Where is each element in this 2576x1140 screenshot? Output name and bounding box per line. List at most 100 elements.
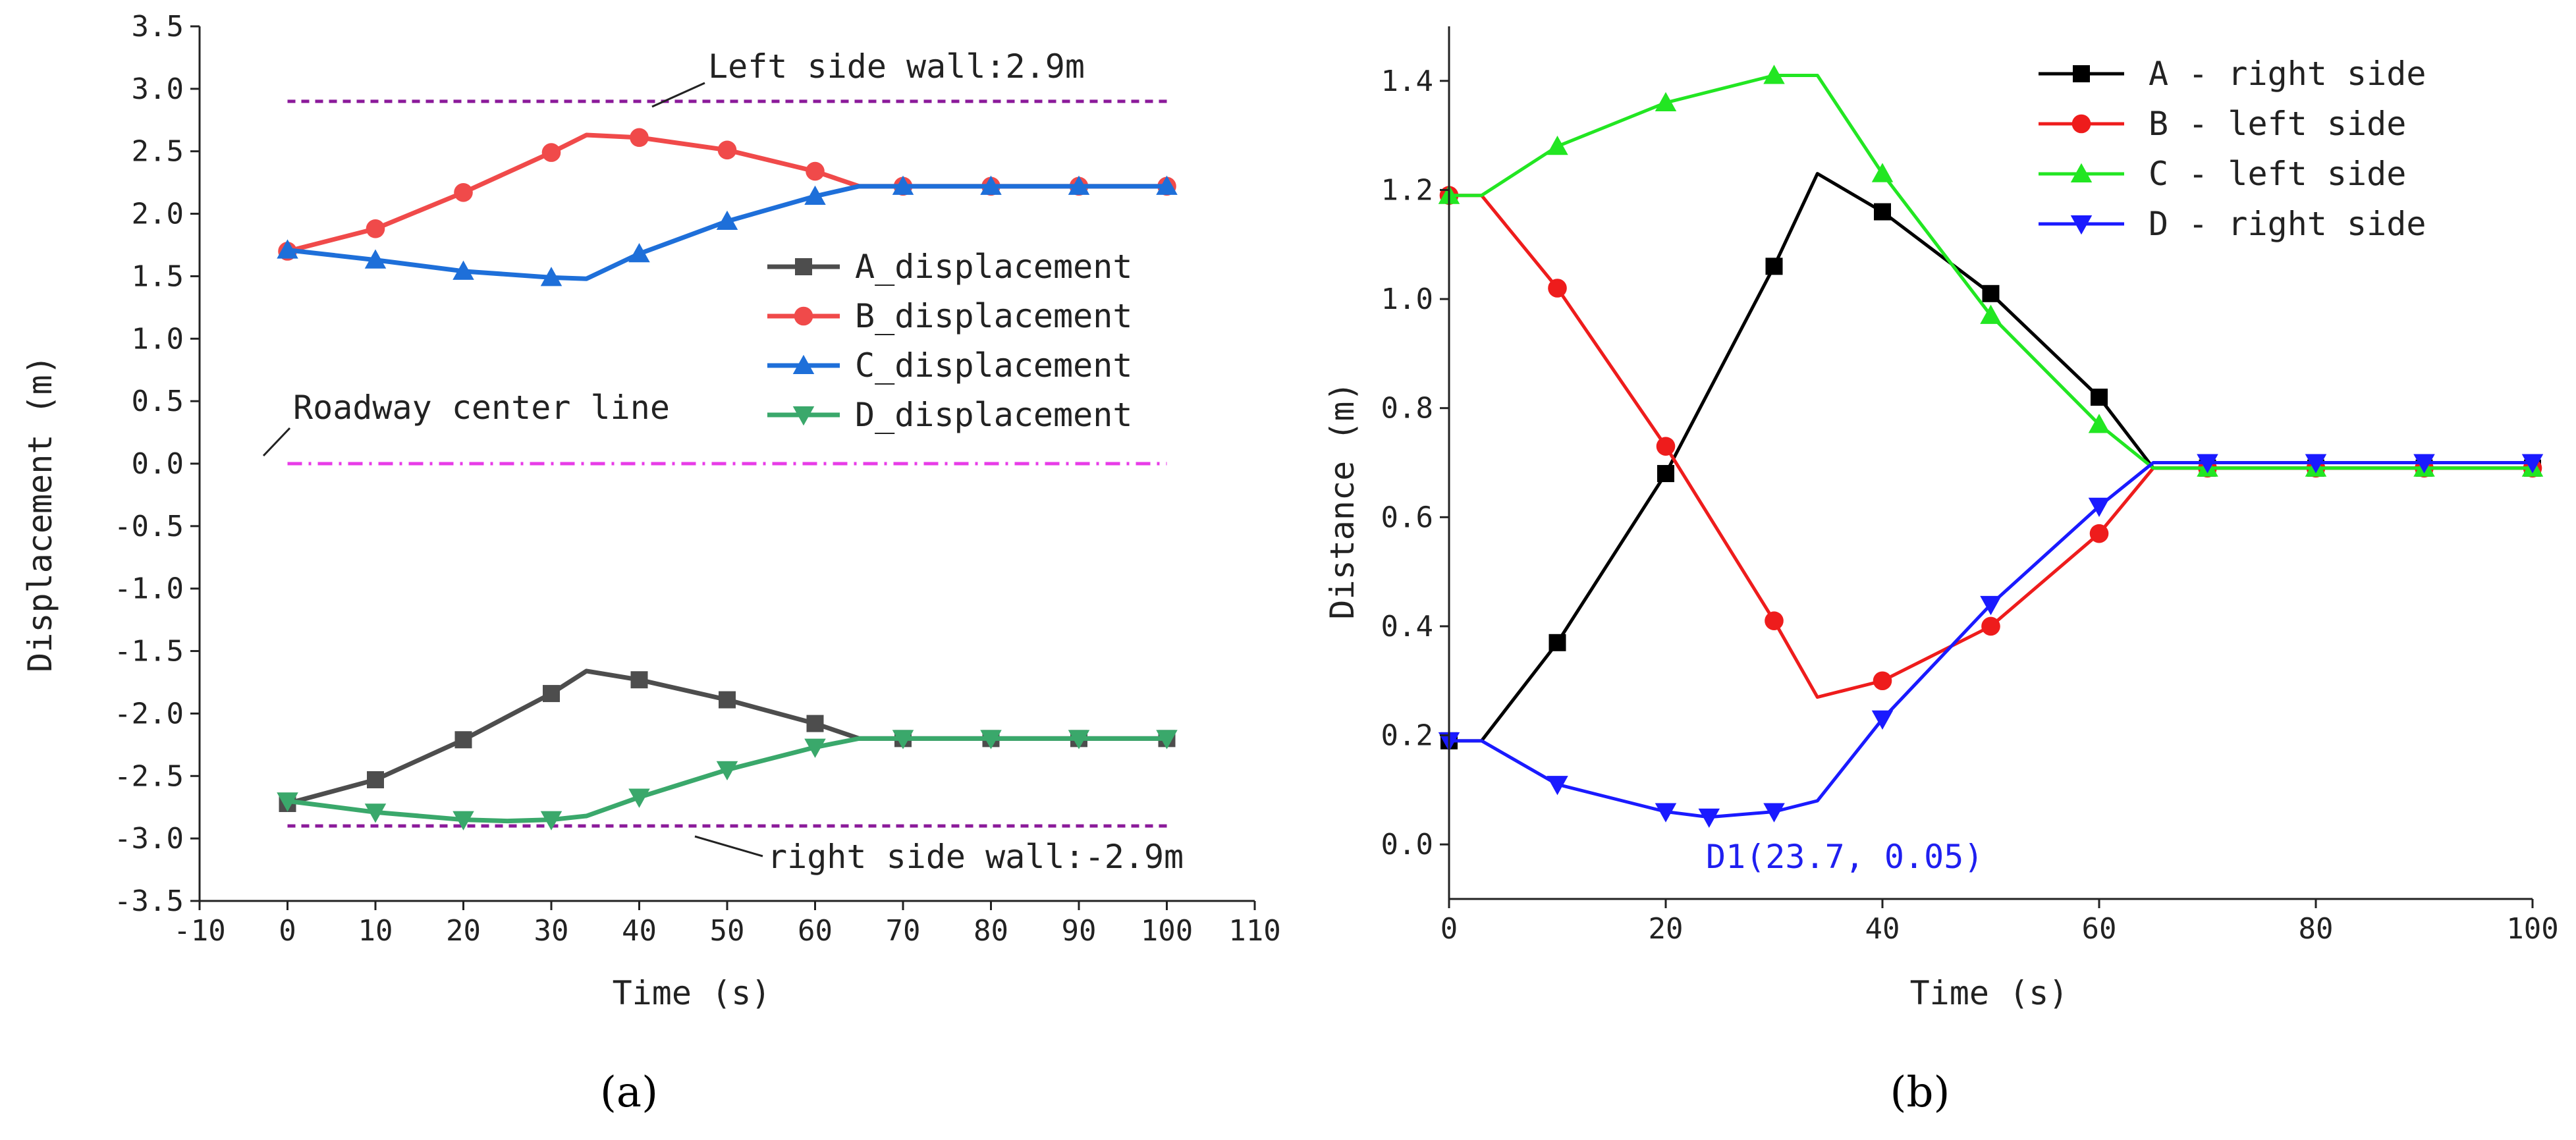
right-wall-pointer [694,835,763,857]
legend-label-a: A_displacement [855,248,1132,286]
data-point-b [2197,454,2218,474]
y-tick-label-b: 0.0 [1381,828,1433,861]
y-tick-label-a: -1.0 [114,572,184,606]
x-tick-label-a: 50 [710,914,745,948]
data-point-b [2089,524,2109,543]
y-tick-label-a: 2.0 [132,198,184,231]
data-point-a [364,249,387,269]
x-tick-label-b: 80 [2299,912,2334,946]
legend-label-b: D - right side [2149,205,2426,243]
data-point-a [541,143,561,162]
x-tick-label-b: 40 [1865,912,1900,946]
legend-marker-b [2070,215,2093,235]
x-tick-label-a: 110 [1228,914,1280,948]
data-point-a [1156,730,1178,749]
y-axis-title-b: Distance (m) [1323,381,1361,619]
data-point-b [1871,710,1894,730]
x-tick-label-a: 90 [1062,914,1097,948]
y-tick-label-a: -2.5 [114,759,184,793]
data-point-b [1980,304,2002,324]
data-point-a [1068,175,1090,195]
x-tick-label-a: 10 [358,914,393,948]
data-point-b [1873,671,1892,691]
x-tick-label-a: 80 [973,914,1008,948]
y-tick-label-a: 2.5 [132,135,184,169]
y-tick-label-a: 1.5 [132,259,184,293]
data-point-a [892,175,914,195]
legend-label-b: B - left side [2149,105,2406,143]
x-tick-label-b: 100 [2506,912,2558,946]
data-point-b [1698,808,1720,828]
data-point-a [804,738,826,758]
data-point-b [1656,437,1676,456]
center-line-pointer [262,427,291,457]
legend-label-a: C_displacement [855,346,1132,385]
data-point-a [277,792,298,812]
y-tick-label-b: 1.4 [1381,65,1433,98]
data-point-b [2305,454,2327,474]
y-tick-label-b: 1.0 [1381,283,1433,316]
y-tick-label-a: 0.0 [132,447,184,481]
data-point-b [1765,611,1784,630]
data-point-b [1655,92,1677,111]
x-axis-title-a: Time (s) [613,974,771,1012]
x-tick-label-b: 60 [2082,912,2117,946]
y-tick-label-a: 0.5 [132,385,184,418]
panel-b: 0.0 0.2 0.4 0.6 0.8 1.0 1.2 1.4 0 20 40 60 80 100 D1(… [1323,26,2559,1117]
data-point-a [980,175,1002,195]
data-point-b [1765,258,1783,275]
panel-a: -3.5 -3.0 -2.5 -2.0 -1.5 -1.0 -0.5 0.0 0.5 1.0 1.5… [21,10,1281,1117]
data-point-b [1982,285,2000,302]
series-line-b [1449,74,2533,470]
data-point-a [630,128,649,148]
data-point-b [1871,163,1894,182]
data-point-a [628,243,650,263]
data-point-b [2088,497,2110,517]
data-point-a [543,685,560,703]
series-line-a [287,736,1167,824]
data-point-b [1548,634,1566,651]
y-tick-label-a: -1.5 [114,635,184,668]
data-point-a [367,771,384,788]
legend-marker-a [792,406,815,426]
legend-label-a: B_displacement [855,297,1132,335]
data-point-b [1763,65,1785,84]
y-tick-label-a: -0.5 [114,510,184,543]
data-point-a [452,811,474,830]
data-point-b [2413,454,2435,474]
data-point-a [454,183,473,202]
x-tick-label-a: 30 [534,914,569,948]
x-tick-label-a: 40 [622,914,657,948]
data-point-a [892,730,914,749]
data-point-a [628,788,650,808]
series-line-b [1449,172,2533,743]
right-wall-label: right side wall:-2.9m [767,838,1184,876]
data-point-b [1763,803,1785,823]
data-point-a [364,803,387,823]
x-axis-title-b: Time (s) [1910,974,2069,1012]
left-wall-pointer [651,82,705,108]
data-point-b [1874,203,1891,221]
x-tick-label-a: 20 [446,914,481,948]
data-point-b [2091,389,2108,406]
legend-marker-a [794,306,813,326]
panel-label-b: (b) [1890,1068,1950,1117]
data-point-a [452,260,474,280]
data-point-b [1655,803,1677,823]
data-point-b [1548,279,1567,298]
y-tick-label-a: -2.0 [114,697,184,730]
data-point-a [716,761,738,781]
data-point-a [366,219,385,238]
legend-label-a: D_displacement [855,396,1132,434]
y-tick-label-b: 0.6 [1381,501,1433,534]
y-tick-label-b: 1.2 [1381,173,1433,207]
panel-label-a: (a) [600,1068,658,1117]
y-tick-label-a: 1.0 [132,322,184,356]
data-point-a [454,731,472,749]
legend-marker-b [2070,163,2093,182]
data-point-b [2088,414,2110,433]
y-tick-label-a: 3.5 [132,10,184,43]
data-point-a [716,210,738,230]
data-point-a [630,671,648,689]
data-point-a [1068,730,1090,749]
